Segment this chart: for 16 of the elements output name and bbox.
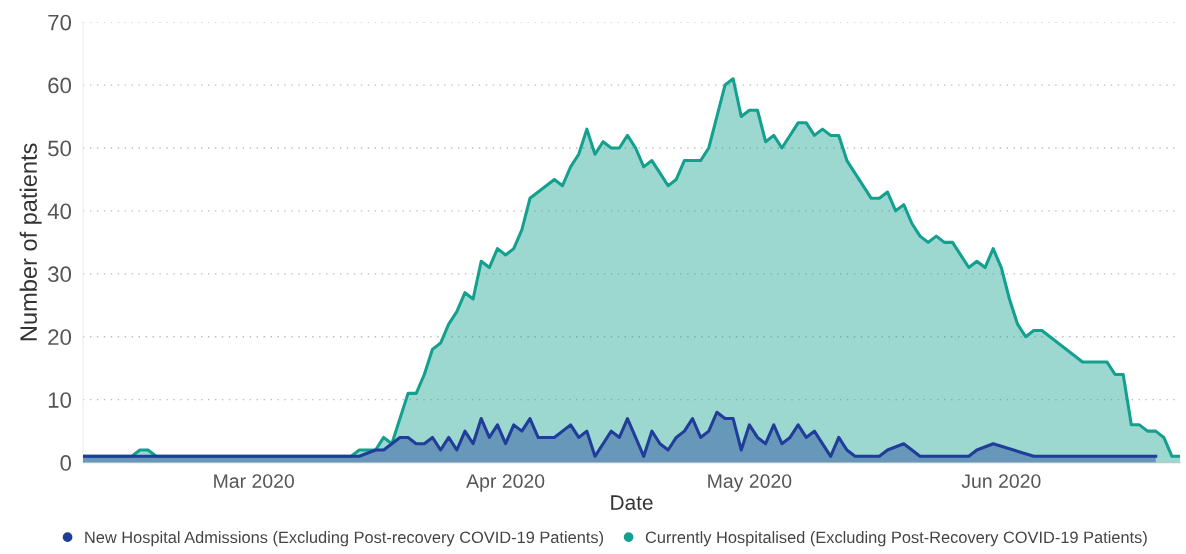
x-tick-label: May 2020 <box>708 474 792 492</box>
x-tick-label: Jun 2020 <box>961 474 1041 488</box>
y-tick-label: 60 <box>48 77 72 94</box>
x-tick-label: Apr 2020 <box>466 474 545 492</box>
y-tick-label: 40 <box>47 203 72 220</box>
legend-label: New Hospital Admissions (Excluding Post-recovery COVID-19 Patients) <box>85 531 604 547</box>
y-tick-label: 0 <box>60 455 72 471</box>
x-axis-title: Date <box>611 495 653 510</box>
y-tick-label: 70 <box>48 14 72 31</box>
x-tick-label: Mar 2020 <box>214 474 294 488</box>
y-tick-label: 30 <box>48 266 72 283</box>
y-tick-label: 20 <box>48 329 72 346</box>
y-tick-label: 10 <box>48 392 72 408</box>
legend-label: Currently Hospitalised (Excluding Post-Recovery COVID-19 Patients) <box>645 531 1147 547</box>
y-tick-label: 50 <box>48 140 72 157</box>
y-axis-title: Number of patients <box>19 143 42 341</box>
